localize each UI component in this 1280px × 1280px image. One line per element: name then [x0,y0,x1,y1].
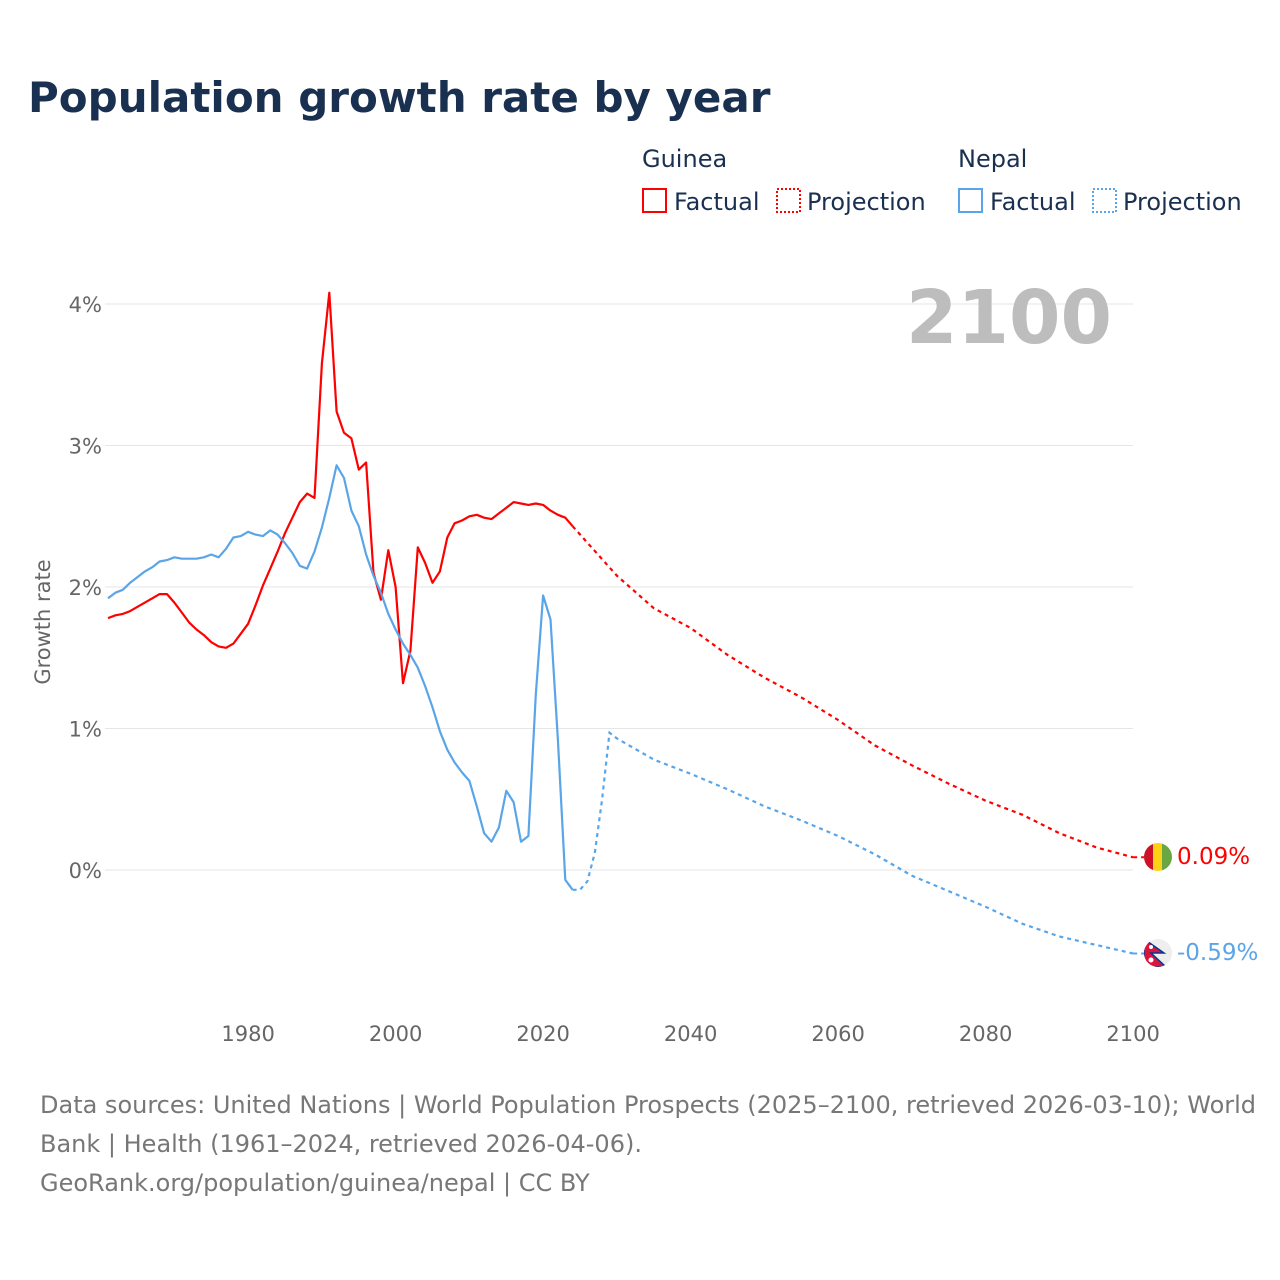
legend-swatch-nepal-projection [1092,188,1117,213]
legend-group-guinea: Guinea [642,145,727,173]
legend-label-guinea-projection[interactable]: Projection [807,188,926,216]
y-tick-label: 4% [69,293,102,317]
y-tick-label: 3% [69,435,102,459]
guinea-projection-line [571,525,1134,859]
footer-sources-line1: Data sources: United Nations | World Pop… [40,1091,1256,1119]
nepal-projection-line [572,730,1134,955]
y-tick-label: 1% [69,718,102,742]
y-tick-label: 2% [69,576,102,600]
legend-group-nepal: Nepal [958,145,1027,173]
guinea-factual-line [107,291,574,685]
nepal-factual-line [107,464,574,891]
guinea-flag-icon [1144,843,1172,871]
y-axis-ticks: 0% 1% 2% 3% 4% [69,293,102,883]
x-tick-label: 2080 [959,1022,1012,1046]
chart-title: Population growth rate by year [28,73,771,122]
legend-label-nepal-projection[interactable]: Projection [1123,188,1242,216]
y-tick-label: 0% [69,859,102,883]
x-tick-label: 2040 [664,1022,717,1046]
guinea-end-label: 0.09% [1177,844,1250,870]
gridlines [105,303,1133,871]
x-tick-label: 2100 [1106,1022,1159,1046]
series-lines [107,291,1144,955]
legend: Guinea Factual Projection Nepal Factual … [642,145,1242,216]
y-axis-label: Growth rate [31,559,55,684]
footer-credit-link[interactable]: GeoRank.org/population/guinea/nepal | CC… [40,1169,590,1197]
x-tick-label: 2000 [369,1022,422,1046]
x-tick-label: 2020 [516,1022,569,1046]
legend-label-nepal-factual[interactable]: Factual [990,188,1076,216]
legend-swatch-guinea-factual [642,188,667,213]
nepal-flag-icon [1144,939,1172,967]
legend-swatch-nepal-factual [958,188,983,213]
nepal-end-label: -0.59% [1177,940,1258,966]
footer-sources-line2: Bank | Health (1961–2024, retrieved 2026… [40,1130,642,1158]
legend-swatch-guinea-projection [776,188,801,213]
x-tick-label: 1980 [221,1022,274,1046]
footer: Data sources: United Nations | World Pop… [40,1091,1256,1197]
x-axis-ticks: 1980 2000 2020 2040 2060 2080 2100 [221,1022,1159,1046]
year-display: 2100 [906,275,1112,361]
x-tick-label: 2060 [811,1022,864,1046]
legend-label-guinea-factual[interactable]: Factual [674,188,760,216]
